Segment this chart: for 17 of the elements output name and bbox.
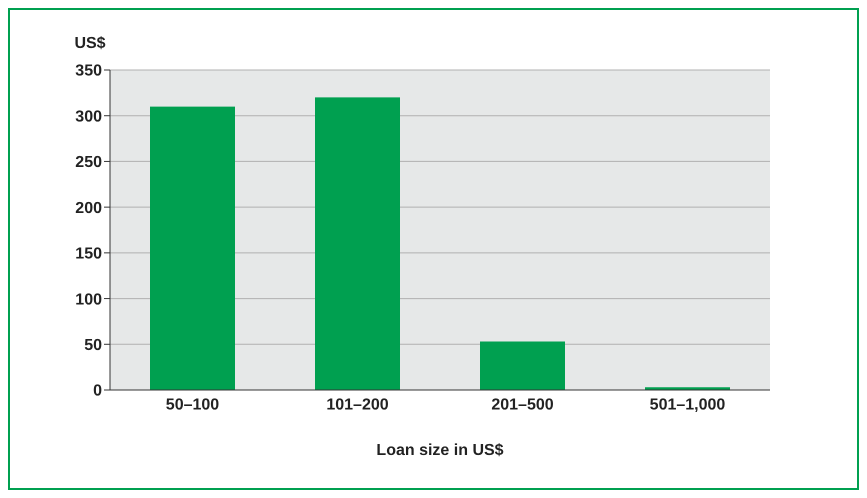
y-axis-title: US$ bbox=[74, 35, 106, 52]
x-tick-label: 101–200 bbox=[326, 396, 389, 414]
y-tick-label: 300 bbox=[75, 108, 102, 126]
y-tick-label: 50 bbox=[84, 336, 102, 354]
y-tick-label: 150 bbox=[75, 246, 102, 263]
bar bbox=[480, 342, 565, 390]
y-tick-label: 200 bbox=[75, 200, 102, 217]
x-tick-label: 50–100 bbox=[166, 396, 220, 414]
x-tick-label: 201–500 bbox=[491, 396, 554, 414]
bar bbox=[150, 106, 235, 390]
y-tick-label: 250 bbox=[75, 154, 102, 172]
y-tick-label: 100 bbox=[75, 291, 102, 308]
y-tick-label: 0 bbox=[93, 382, 102, 400]
x-tick-label: 501–1,000 bbox=[650, 396, 726, 414]
bar bbox=[315, 97, 400, 390]
y-tick-label: 350 bbox=[75, 62, 102, 80]
x-axis-title: Loan size in US$ bbox=[376, 442, 504, 459]
